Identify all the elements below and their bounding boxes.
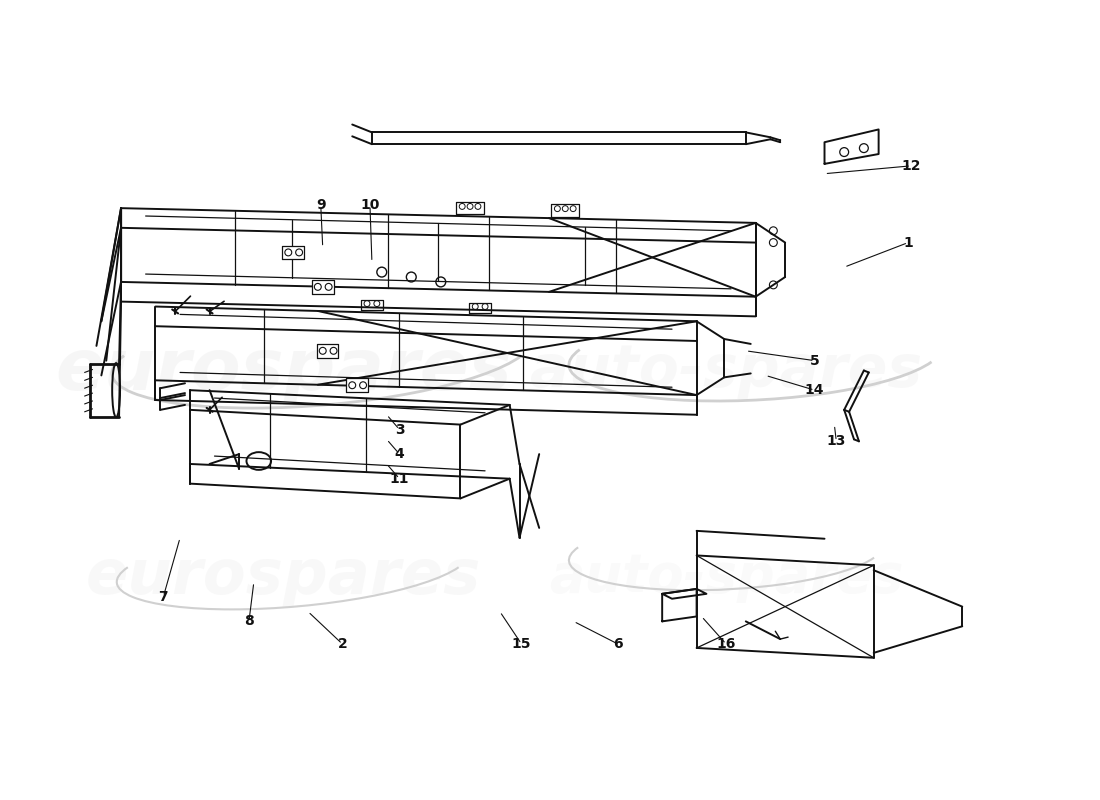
Polygon shape bbox=[456, 202, 484, 214]
Text: 2: 2 bbox=[338, 637, 348, 651]
Text: 16: 16 bbox=[716, 637, 736, 651]
Polygon shape bbox=[662, 589, 696, 622]
Text: auto-spares: auto-spares bbox=[549, 551, 903, 603]
Text: 12: 12 bbox=[901, 159, 921, 173]
Text: 13: 13 bbox=[826, 434, 846, 448]
Text: auto-spares: auto-spares bbox=[530, 342, 922, 399]
Text: 8: 8 bbox=[244, 614, 254, 628]
Text: 15: 15 bbox=[512, 637, 531, 651]
Text: 4: 4 bbox=[395, 447, 405, 461]
Text: 7: 7 bbox=[158, 590, 168, 604]
Polygon shape bbox=[317, 344, 339, 358]
Text: 9: 9 bbox=[316, 198, 326, 212]
Polygon shape bbox=[470, 302, 491, 314]
Text: 10: 10 bbox=[361, 198, 379, 212]
Text: 5: 5 bbox=[810, 354, 820, 368]
Polygon shape bbox=[312, 280, 333, 294]
Polygon shape bbox=[346, 378, 368, 392]
Polygon shape bbox=[825, 130, 879, 164]
Text: eurospares: eurospares bbox=[55, 336, 512, 405]
Polygon shape bbox=[283, 246, 304, 259]
Polygon shape bbox=[361, 300, 383, 310]
Text: eurospares: eurospares bbox=[86, 547, 481, 607]
Polygon shape bbox=[662, 589, 706, 598]
Text: 3: 3 bbox=[395, 422, 405, 437]
Text: 1: 1 bbox=[903, 235, 913, 250]
Polygon shape bbox=[551, 204, 579, 217]
Text: 14: 14 bbox=[805, 383, 824, 397]
Text: 11: 11 bbox=[389, 472, 409, 486]
Text: 6: 6 bbox=[613, 637, 623, 651]
